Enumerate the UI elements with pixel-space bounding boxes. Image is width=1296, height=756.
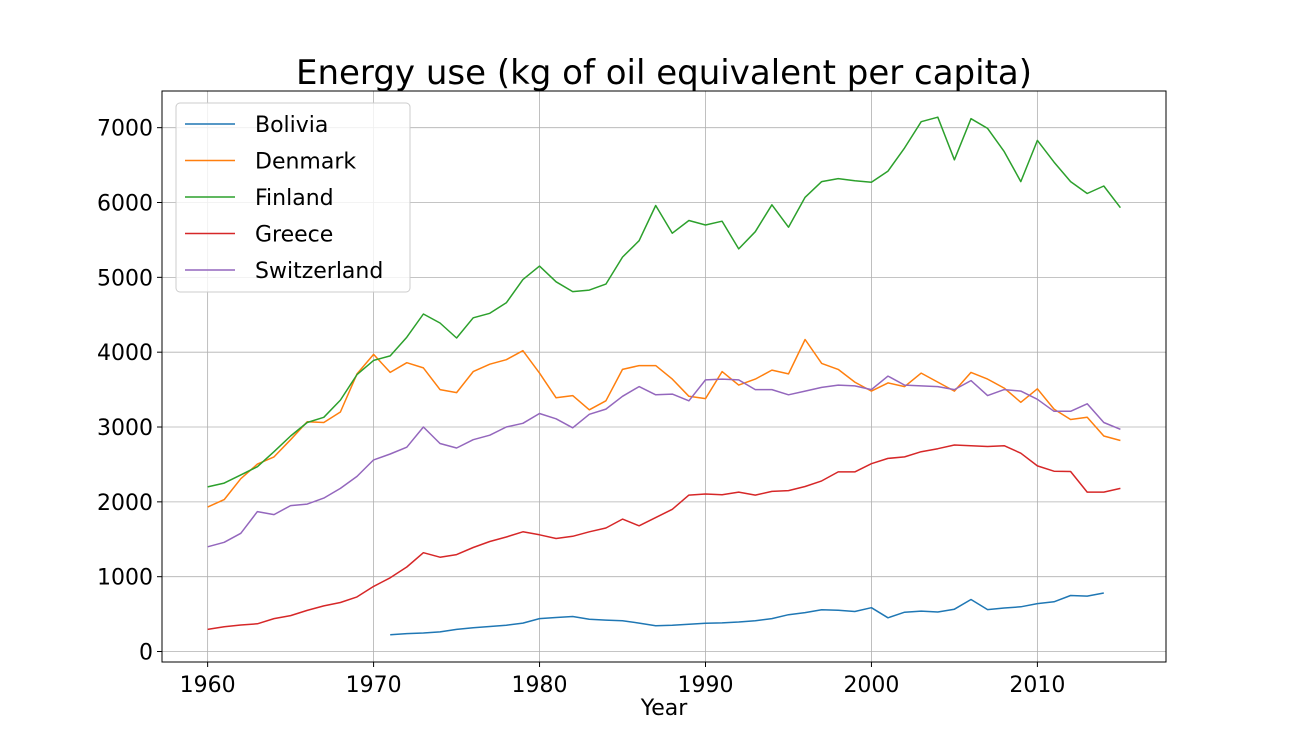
y-tick-label: 1000: [97, 566, 153, 591]
y-tick-label: 6000: [97, 192, 153, 217]
series-line-finland: [207, 116, 1121, 488]
y-axis: 0 1000 2000 3000 4000 5000 6000 7000: [97, 117, 162, 666]
x-tick-label: 1960: [180, 673, 236, 698]
series-lines: [207, 116, 1121, 636]
legend-label-bolivia: Bolivia: [255, 113, 328, 138]
x-axis: 1960 1970 1980 1990 2000 2010: [180, 662, 1065, 698]
legend: Bolivia Denmark Finland Greece Switzerland: [175, 102, 411, 293]
series-line-switzerland: [207, 375, 1121, 548]
series-line-greece: [207, 444, 1121, 631]
legend-box: [175, 102, 411, 293]
chart-title: Energy use (kg of oil equivalent per cap…: [296, 53, 1032, 93]
x-tick-label: 1980: [512, 673, 568, 698]
x-tick-label: 2010: [1009, 673, 1065, 698]
x-tick-label: 1990: [677, 673, 733, 698]
x-axis-label: Year: [640, 696, 689, 721]
series-line-bolivia: [390, 592, 1104, 636]
series-line-denmark: [207, 338, 1121, 508]
y-tick-label: 3000: [97, 416, 153, 441]
legend-label-greece: Greece: [255, 223, 333, 248]
y-tick-label: 5000: [97, 266, 153, 291]
y-tick-label: 4000: [97, 341, 153, 366]
y-tick-label: 7000: [97, 117, 153, 142]
legend-label-finland: Finland: [255, 186, 334, 211]
x-tick-label: 1970: [346, 673, 402, 698]
legend-label-denmark: Denmark: [255, 150, 356, 175]
y-tick-label: 2000: [97, 491, 153, 516]
legend-label-switzerland: Switzerland: [255, 259, 383, 284]
y-tick-label: 0: [139, 641, 153, 666]
plot-frame: [161, 90, 1167, 663]
x-tick-label: 2000: [843, 673, 899, 698]
